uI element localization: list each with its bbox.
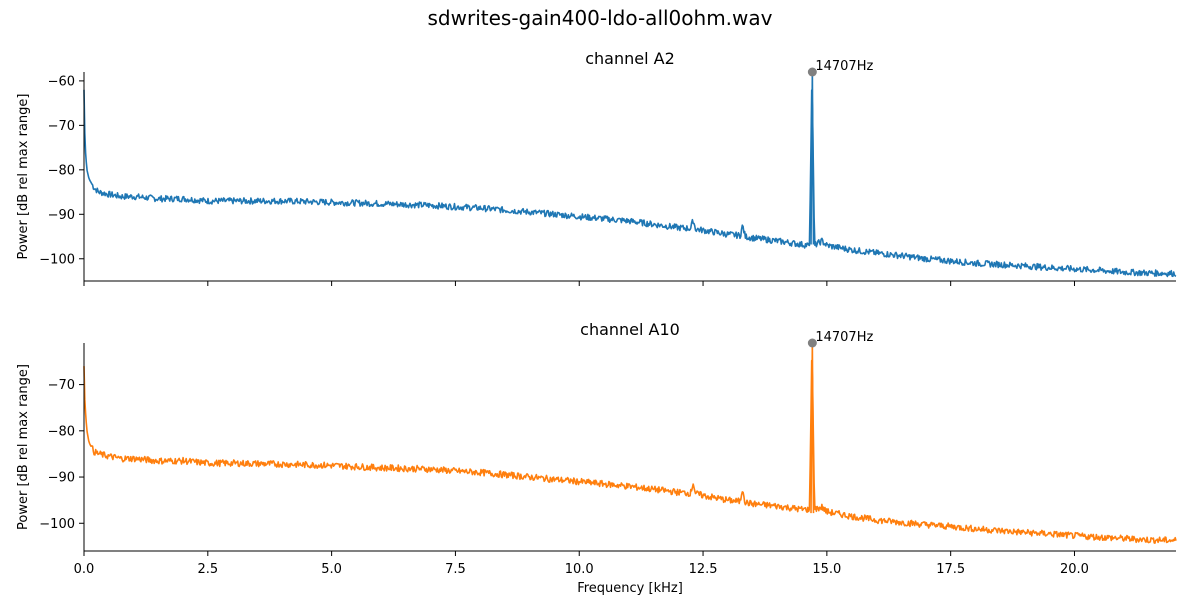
subplot-title: channel A10: [580, 320, 680, 339]
y-tick-label: −100: [39, 517, 75, 532]
peak-label: 14707Hz: [815, 59, 873, 74]
y-tick-label: −70: [48, 378, 75, 393]
y-tick-label: −60: [48, 74, 75, 89]
y-axis-label: Power [dB rel max range]: [16, 364, 31, 530]
x-axis-label: Frequency [kHz]: [577, 581, 683, 596]
y-tick-label: −70: [48, 119, 75, 134]
spectrum-line-1: [83, 89, 1177, 278]
y-tick-label: −90: [48, 208, 75, 223]
subplot-title: channel A2: [585, 49, 675, 68]
x-tick-label: 7.5: [445, 562, 466, 577]
x-tick-label: 5.0: [321, 562, 342, 577]
peak-label: 14707Hz: [815, 330, 873, 345]
y-tick-label: −90: [48, 471, 75, 486]
y-tick-label: −100: [39, 252, 75, 267]
x-tick-label: 10.0: [565, 562, 594, 577]
peak-marker: [807, 338, 817, 348]
y-tick-label: −80: [48, 163, 75, 178]
x-tick-label: 0.0: [74, 562, 95, 577]
y-axis-label: Power [dB rel max range]: [16, 94, 31, 260]
figure-title: sdwrites-gain400-ldo-all0ohm.wav: [427, 6, 773, 30]
x-tick-label: 2.5: [197, 562, 218, 577]
x-tick-label: 17.5: [936, 562, 965, 577]
peak-spike: [810, 71, 815, 245]
x-tick-label: 12.5: [689, 562, 718, 577]
spectrum-line-2: [83, 359, 1177, 545]
y-tick-label: −80: [48, 424, 75, 439]
x-tick-label: 15.0: [812, 562, 841, 577]
x-tick-label: 20.0: [1060, 562, 1089, 577]
peak-spike: [810, 342, 815, 514]
peak-marker: [807, 67, 817, 77]
